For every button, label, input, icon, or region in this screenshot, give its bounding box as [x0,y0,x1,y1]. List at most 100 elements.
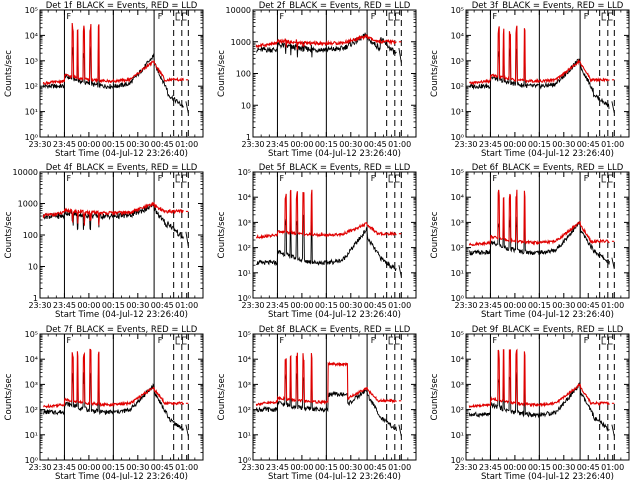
x-tick-label: 00:45 [151,140,174,149]
bracket-marker [182,336,187,345]
y-tick-label: 100 [236,70,251,79]
x-tick-label: 00:30 [552,301,575,310]
marker-label: F [279,12,284,21]
x-tick-label: 00:00 [77,463,100,472]
x-axis-label: Start Time (04-Jul-12 23:26:40) [268,149,401,159]
x-tick-label: 23:30 [241,140,264,149]
x-tick-label: 00:30 [126,463,149,472]
bracket-marker [182,174,187,183]
x-tick-label: 01:00 [601,463,624,472]
lld-series-line [255,189,397,240]
marker-label: F [584,174,589,183]
lld-series-line [255,352,397,407]
y-tick-label: 10² [451,244,464,253]
y-tick-label: 10⁵ [25,6,38,15]
y-axis-label: Counts/sec [217,211,227,258]
y-tick-label: 10³ [238,380,251,389]
y-axis-label: Counts/sec [4,50,14,97]
y-tick-label: 10¹ [25,108,38,117]
x-tick-label: 00:45 [577,301,600,310]
y-tick-label: 10⁰ [25,133,38,142]
panel-title: Det 8f_BLACK = Events, RED = LLD [259,325,411,335]
x-tick-label: 00:00 [290,463,313,472]
x-tick-label: 00:00 [503,301,526,310]
x-tick-label: 23:45 [53,140,76,149]
y-axis-label: Counts/sec [4,211,14,258]
x-tick-label: 00:30 [126,301,149,310]
y-tick-label: 10² [25,406,38,415]
x-tick-label: 00:45 [577,463,600,472]
events-series-line [468,216,610,265]
y-tick-label: 10¹ [451,431,464,440]
y-tick-label: 10 [28,263,38,272]
x-tick-label: 00:00 [290,140,313,149]
x-tick-label: 00:30 [339,463,362,472]
y-tick-label: 10⁴ [238,355,251,364]
x-tick-label: 01:00 [175,301,198,310]
events-series-line [43,371,184,431]
events-series-tail [611,424,615,437]
y-tick-label: 10¹ [451,108,464,117]
bracket-marker [608,336,613,345]
x-tick-label: 00:15 [528,463,551,472]
x-axis-label: Start Time (04-Jul-12 23:26:40) [55,310,188,320]
y-tick-label: 10³ [451,57,464,66]
detector-panel: Det 7f_BLACK = Events, RED = LLD 10⁰ 10¹ 10… [4,325,204,480]
x-tick-label: 23:30 [454,140,477,149]
x-tick-label: 00:15 [528,140,551,149]
lld-series-line [468,348,610,409]
detector-panel: Det 8f_BLACK = Events, RED = LLD 10⁰ 10¹ 10… [217,325,417,480]
bracket-marker [175,174,181,183]
events-series-tail [185,424,189,437]
bracket-marker [395,336,400,345]
y-tick-label: 10³ [451,218,464,227]
y-tick-label: 10⁴ [451,355,464,364]
x-tick-label: 00:30 [339,301,362,310]
x-axis-label: Start Time (04-Jul-12 23:26:40) [481,472,614,480]
marker-label: F [492,12,497,21]
x-tick-label: 01:00 [388,463,411,472]
lld-series-line [255,34,397,50]
x-tick-label: 00:00 [77,140,100,149]
marker-label: F [584,336,589,345]
events-series-line [468,45,610,110]
marker-label: F [371,12,376,21]
y-tick-label: 1000 [18,200,38,209]
x-tick-label: 23:45 [479,140,502,149]
bracket-marker [395,12,400,21]
lld-series-line [42,201,184,226]
x-tick-label: 01:00 [388,140,411,149]
y-tick-label: 10⁰ [451,294,464,303]
x-tick-label: 23:30 [28,463,51,472]
x-tick-label: 00:15 [315,463,338,472]
detector-panel: Det 9f_BLACK = Events, RED = LLD 10⁰ 10¹ 10… [430,325,630,480]
marker-label: F [66,174,71,183]
marker-label: F [492,174,497,183]
y-tick-label: 1000 [231,38,251,47]
x-tick-label: 01:00 [175,140,198,149]
x-tick-label: 01:00 [175,463,198,472]
y-tick-label: 10⁴ [238,193,251,202]
y-tick-label: 10¹ [238,431,251,440]
y-tick-label: 100 [23,231,38,240]
x-tick-label: 23:30 [28,301,51,310]
y-tick-label: 10² [451,82,464,91]
y-tick-label: 10⁴ [451,193,464,202]
events-series-line [255,373,397,432]
marker-label: F [158,12,163,21]
detector-panel: Det 5f_BLACK = Events, RED = LLD 10⁰ 10¹ 10… [217,163,417,320]
panel-title: Det 1f_BLACK = Events, RED = LLD [46,1,198,11]
y-axis-label: Counts/sec [430,50,440,97]
marker-label: F [279,174,284,183]
y-tick-label: 10² [238,244,251,253]
x-tick-label: 23:45 [479,463,502,472]
y-tick-label: 10000 [226,6,251,15]
y-tick-label: 10⁴ [451,31,464,40]
detector-panel: Det 1f_BLACK = Events, RED = LLD 10⁰ 10¹ 10… [4,1,204,159]
x-tick-label: 00:45 [151,463,174,472]
panel-title: Det 7f_BLACK = Events, RED = LLD [46,325,198,335]
x-tick-label: 01:00 [601,301,624,310]
events-series-tail [398,48,402,63]
x-tick-label: 23:30 [454,301,477,310]
x-axis-label: Start Time (04-Jul-12 23:26:40) [268,310,401,320]
